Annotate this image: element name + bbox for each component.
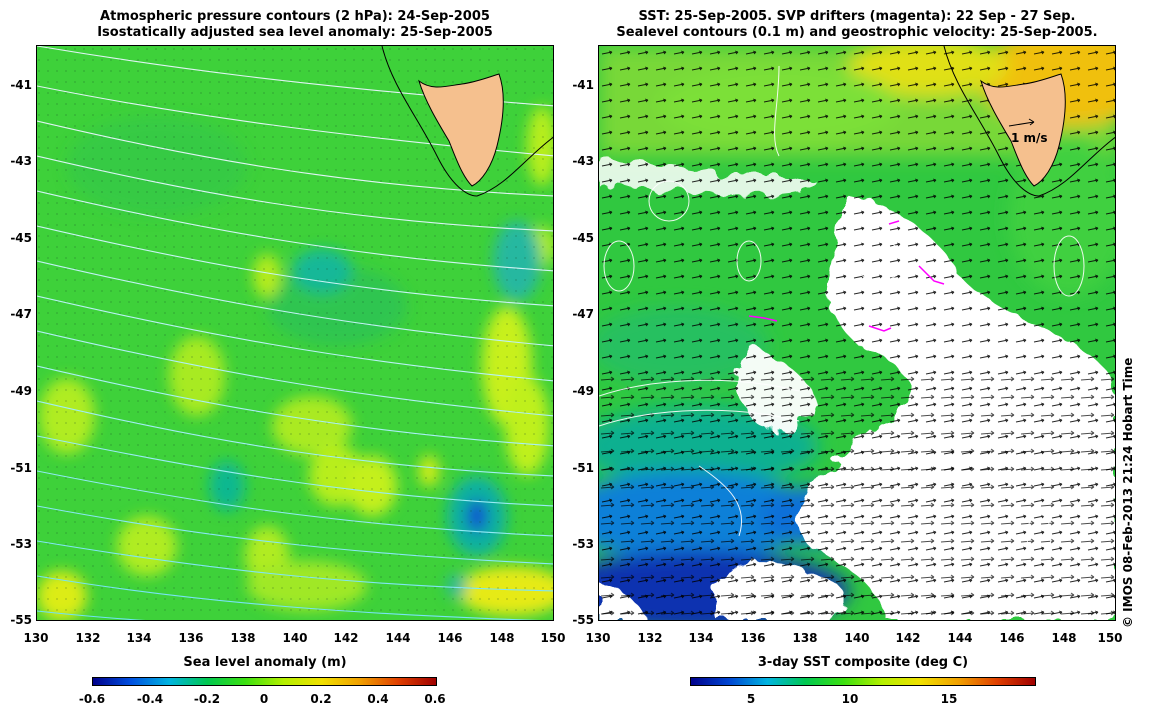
x-tick-label: 142 bbox=[333, 631, 359, 645]
x-tick-label: 144 bbox=[385, 631, 411, 645]
x-tick-label: 136 bbox=[740, 631, 766, 645]
y-tick-label: -55 bbox=[10, 613, 32, 627]
colorbar-tick-label: 0.6 bbox=[424, 692, 446, 706]
sea-level-colorbar bbox=[92, 677, 437, 686]
x-tick-label: 130 bbox=[585, 631, 611, 645]
y-tick-label: -53 bbox=[572, 537, 594, 551]
left-title-line1: Atmospheric pressure contours (2 hPa): 2… bbox=[100, 9, 490, 24]
y-tick-label: -45 bbox=[572, 231, 594, 245]
y-tick-label: -47 bbox=[572, 307, 594, 321]
colorbar-tick-label: -0.6 bbox=[78, 692, 106, 706]
y-tick-label: -49 bbox=[572, 384, 594, 398]
velocity-scale: 1 m/s bbox=[1008, 118, 1048, 145]
y-tick-label: -45 bbox=[10, 231, 32, 245]
x-tick-label: 148 bbox=[489, 631, 515, 645]
tasmania-landmass bbox=[418, 73, 504, 187]
x-tick-label: 150 bbox=[540, 631, 566, 645]
colorbar-tick-label: 5 bbox=[746, 692, 756, 706]
y-tick-label: -51 bbox=[572, 461, 594, 475]
sst-map: 1 m/s bbox=[598, 45, 1116, 621]
x-tick-label: 138 bbox=[230, 631, 256, 645]
x-tick-label: 132 bbox=[637, 631, 663, 645]
y-tick-label: -41 bbox=[572, 78, 594, 92]
sst-colorbar-title: 3-day SST composite (deg C) bbox=[757, 655, 969, 670]
x-tick-label: 150 bbox=[1097, 631, 1123, 645]
sealevel-contours bbox=[599, 65, 1085, 559]
x-tick-label: 138 bbox=[792, 631, 818, 645]
tasmania-landmass bbox=[980, 73, 1066, 187]
y-tick-label: -47 bbox=[10, 307, 32, 321]
x-tick-label: 140 bbox=[282, 631, 308, 645]
left-title-line2: Isostatically adjusted sea level anomaly… bbox=[97, 25, 493, 40]
y-tick-label: -43 bbox=[572, 154, 594, 168]
sst-field: 1 m/s bbox=[599, 46, 1115, 620]
x-tick-label: 148 bbox=[1051, 631, 1077, 645]
x-tick-label: 134 bbox=[688, 631, 714, 645]
sea-level-anomaly-field bbox=[37, 46, 553, 620]
sea-level-colorbar-title: Sea level anomaly (m) bbox=[183, 655, 347, 670]
x-tick-label: 142 bbox=[895, 631, 921, 645]
left-map-title: Atmospheric pressure contours (2 hPa): 2… bbox=[36, 9, 554, 41]
right-title-line1: SST: 25-Sep-2005. SVP drifters (magenta)… bbox=[638, 9, 1076, 24]
x-tick-label: 136 bbox=[178, 631, 204, 645]
y-tick-label: -41 bbox=[10, 78, 32, 92]
colorbar-tick-label: 0.4 bbox=[367, 692, 389, 706]
sea-level-anomaly-map bbox=[36, 45, 554, 621]
right-map-title: SST: 25-Sep-2005. SVP drifters (magenta)… bbox=[598, 9, 1116, 41]
sst-colorbar bbox=[690, 677, 1036, 686]
colorbar-tick-label: 15 bbox=[940, 692, 958, 706]
x-tick-label: 140 bbox=[844, 631, 870, 645]
imos-credit: © IMOS 08-Feb-2013 21:24 Hobart Time bbox=[1121, 357, 1135, 628]
y-tick-label: -49 bbox=[10, 384, 32, 398]
colorbar-tick-label: 0 bbox=[259, 692, 269, 706]
svp-drifter-tracks bbox=[748, 220, 945, 332]
colorbar-tick-label: 0.2 bbox=[310, 692, 332, 706]
y-tick-label: -43 bbox=[10, 154, 32, 168]
y-tick-label: -51 bbox=[10, 461, 32, 475]
x-tick-label: 132 bbox=[75, 631, 101, 645]
y-tick-label: -55 bbox=[572, 613, 594, 627]
x-tick-label: 134 bbox=[126, 631, 152, 645]
x-tick-label: 130 bbox=[23, 631, 49, 645]
x-tick-label: 146 bbox=[999, 631, 1025, 645]
right-title-line2: Sealevel contours (0.1 m) and geostrophi… bbox=[616, 25, 1098, 40]
x-tick-label: 144 bbox=[947, 631, 973, 645]
colorbar-tick-label: 10 bbox=[841, 692, 859, 706]
colorbar-tick-label: -0.4 bbox=[136, 692, 164, 706]
x-tick-label: 146 bbox=[437, 631, 463, 645]
colorbar-tick-label: -0.2 bbox=[193, 692, 221, 706]
velocity-scale-label: 1 m/s bbox=[1011, 131, 1048, 145]
y-tick-label: -53 bbox=[10, 537, 32, 551]
